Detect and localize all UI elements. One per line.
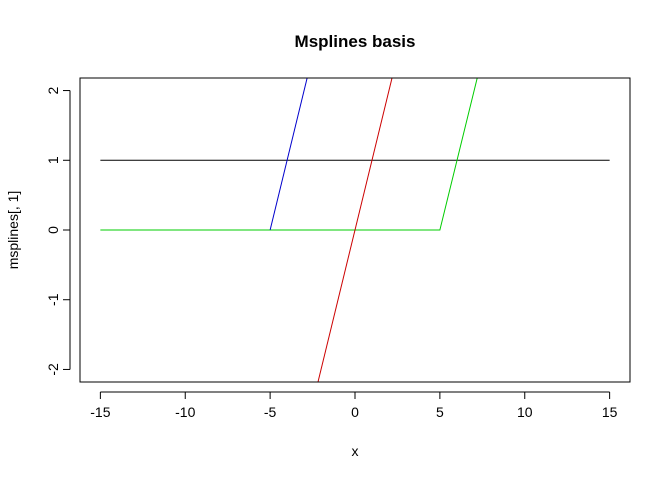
y-tick-label: 0 [45, 226, 61, 234]
y-tick-label: -1 [45, 293, 61, 306]
y-axis: -2 -1 0 1 2 [45, 86, 71, 376]
series-line-3 [269, 78, 308, 231]
y-tick-label: -2 [45, 363, 61, 376]
y-tick-label: 1 [45, 156, 61, 164]
x-tick-label: 5 [436, 404, 444, 420]
y-tick-label: 2 [45, 86, 61, 94]
x-tick-label: -5 [264, 404, 277, 420]
x-axis-label: x [352, 443, 359, 459]
chart-title: Msplines basis [295, 32, 416, 51]
x-tick-label: 0 [351, 404, 359, 420]
series-layer [100, 78, 610, 382]
plot-frame [79, 77, 631, 383]
x-tick-label: 10 [517, 404, 533, 420]
x-tick-label: 15 [602, 404, 618, 420]
y-axis-label: msplines[, 1] [5, 191, 21, 270]
x-tick-label: -10 [175, 404, 195, 420]
series-line-2 [100, 78, 478, 231]
x-axis: -15 -10 -5 0 5 10 15 [90, 391, 618, 420]
x-tick-label: -15 [90, 404, 110, 420]
series-line-4 [317, 78, 393, 382]
